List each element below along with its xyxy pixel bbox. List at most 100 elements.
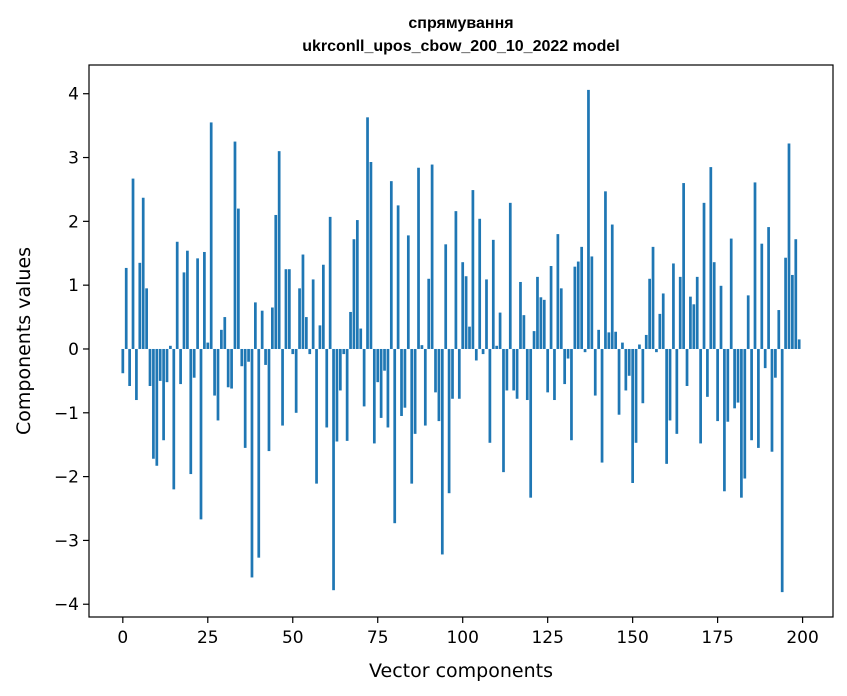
bar <box>648 278 651 349</box>
bar <box>672 263 675 349</box>
bar <box>203 251 206 349</box>
bar <box>457 348 461 399</box>
bar <box>355 220 359 349</box>
bar <box>189 348 193 475</box>
bar <box>590 256 594 349</box>
bar <box>182 272 186 349</box>
bar <box>321 264 325 349</box>
bar <box>349 311 352 349</box>
bar <box>213 348 216 396</box>
bar <box>488 348 492 443</box>
bar <box>491 239 495 349</box>
bar <box>315 348 318 484</box>
bar <box>794 239 798 349</box>
bar <box>165 348 169 383</box>
bar <box>587 89 590 349</box>
bar <box>695 276 699 349</box>
bar <box>481 348 485 355</box>
bar <box>712 262 716 349</box>
bar <box>706 348 709 397</box>
x-tick-label: 125 <box>531 628 563 648</box>
bar <box>230 348 233 389</box>
bar <box>254 302 257 349</box>
bar <box>515 348 519 399</box>
bar <box>471 190 475 349</box>
bar <box>655 348 658 353</box>
bar <box>791 274 794 349</box>
bar <box>294 348 298 413</box>
bar <box>271 307 274 349</box>
y-tick-label: −2 <box>54 468 79 488</box>
bar <box>304 317 308 349</box>
bar <box>301 254 305 349</box>
bar <box>627 348 631 376</box>
x-axis-ticks: 0 25 50 75 100 125 150 175 200 <box>117 617 819 648</box>
bar <box>281 348 284 426</box>
bar <box>763 348 767 369</box>
x-tick-label: 200 <box>786 628 818 648</box>
bar <box>440 348 444 555</box>
x-tick-label: 0 <box>117 628 128 648</box>
bar <box>699 348 702 444</box>
plot-frame <box>88 64 834 618</box>
x-tick-label: 25 <box>197 628 219 648</box>
bar <box>593 348 597 396</box>
bar <box>410 348 414 484</box>
bar <box>556 234 560 349</box>
y-axis-ticks: −4 −3 −2 −1 0 1 2 3 4 <box>54 85 89 615</box>
bar <box>621 342 624 349</box>
bar <box>277 151 281 349</box>
bar <box>420 345 424 349</box>
bar <box>797 339 801 349</box>
bar <box>152 348 155 459</box>
bar <box>709 167 713 349</box>
bar <box>757 348 760 448</box>
bar <box>400 348 403 416</box>
bar <box>423 348 427 426</box>
y-tick-label: −1 <box>54 404 79 424</box>
x-tick-label: 175 <box>701 628 733 648</box>
x-axis-label: Vector components <box>369 660 553 682</box>
y-tick-label: 4 <box>68 85 79 105</box>
bar <box>389 181 393 349</box>
chart-title: спрямування <box>408 15 513 32</box>
bar <box>396 205 400 349</box>
chart-subtitle: ukrconll_upos_cbow_200_10_2022 model <box>302 38 619 55</box>
bar <box>787 143 791 349</box>
y-tick-label: 3 <box>68 149 79 169</box>
bar <box>607 332 611 349</box>
bar <box>644 334 648 349</box>
bar <box>770 348 774 452</box>
bar <box>689 296 692 349</box>
bar <box>726 348 730 422</box>
bar <box>352 239 356 349</box>
bar <box>750 348 753 441</box>
bar <box>723 348 726 492</box>
bar <box>736 348 740 403</box>
bar <box>651 246 655 349</box>
bar <box>237 208 240 349</box>
bar <box>542 299 546 349</box>
bar <box>406 235 410 349</box>
bar <box>199 348 203 520</box>
bar <box>376 348 380 383</box>
bar <box>604 191 607 349</box>
bar <box>760 243 764 349</box>
bar <box>682 183 685 349</box>
bar <box>532 331 536 349</box>
bar <box>427 278 431 349</box>
bar <box>719 285 723 349</box>
bar <box>668 348 672 421</box>
bar <box>641 348 645 404</box>
bar <box>525 348 529 401</box>
bar <box>580 246 584 349</box>
bar <box>597 329 601 349</box>
bar <box>264 348 267 365</box>
bar <box>570 348 573 441</box>
bar <box>366 117 369 349</box>
bar <box>138 262 142 349</box>
y-tick-label: 2 <box>68 212 79 232</box>
bar <box>135 348 138 401</box>
bar <box>549 266 553 349</box>
bar <box>692 304 696 349</box>
